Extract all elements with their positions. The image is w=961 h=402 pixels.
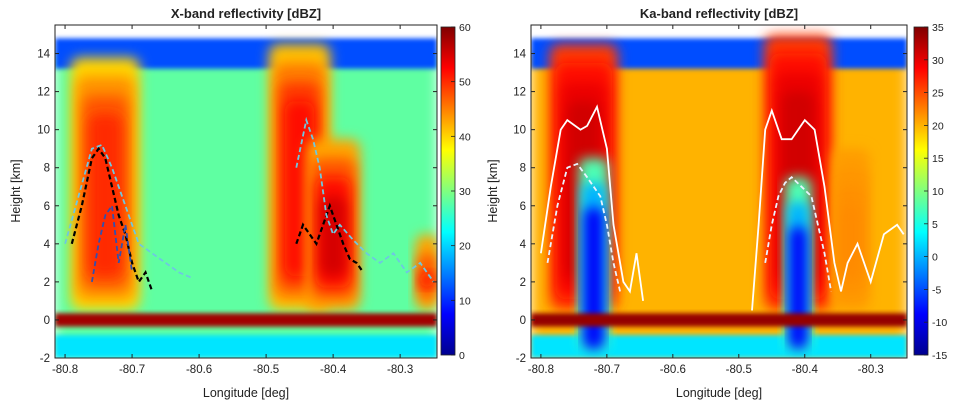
x-tick-label: -80.4 [792, 364, 819, 376]
x-band-xlabel: Longitude [deg] [203, 386, 289, 400]
colorbar-tick-label: 0 [932, 252, 938, 264]
colorbar-tick-label: 10 [932, 186, 944, 198]
x-band-colorbar-ticks: 0 10 20 30 40 50 60 [451, 22, 471, 362]
y-tick-label: 10 [513, 125, 526, 137]
echo-surface [531, 335, 907, 358]
colorbar-tick-label: 20 [932, 120, 944, 132]
cell-3-level-2 [419, 272, 435, 288]
y-tick-label: 4 [520, 239, 527, 251]
colorbar-tick-label: 15 [932, 153, 944, 165]
x-tick-label: -80.3 [387, 364, 413, 376]
attenuated-1-level-2 [789, 226, 807, 349]
contour-white-outer-2 [751, 107, 905, 311]
y-tick-label: 10 [37, 125, 50, 137]
y-tick-label: 12 [37, 87, 50, 99]
contour-cyan-2 [295, 116, 435, 283]
colorbar-tick-label: 30 [459, 186, 471, 198]
x-tick-label: -80.5 [253, 364, 279, 376]
contour-black [70, 146, 154, 292]
x-band-panel: X-band reflectivity [dBZ] -80.8 -80.7 -80.… [9, 6, 471, 400]
x-band-heatmap [55, 25, 437, 358]
attenuated-0-level-2 [584, 207, 604, 349]
x-tick-label: -80.8 [52, 364, 78, 376]
x-band-title: X-band reflectivity [dBZ] [171, 6, 321, 21]
cell-2-level-3 [320, 196, 347, 277]
contour-blue [91, 203, 133, 283]
x-tick-label: -80.6 [186, 364, 212, 376]
contour-black-2 [295, 202, 365, 274]
cell-0-level-3 [88, 114, 122, 277]
contour-white-inner [546, 162, 621, 292]
x-tick-label: -80.5 [726, 364, 752, 376]
cell-2-level-3 [841, 205, 860, 277]
colorbar-tick-label: 5 [932, 219, 938, 231]
x-tick-label: -80.7 [119, 364, 145, 376]
ka-band-title: Ka-band reflectivity [dBZ] [640, 6, 798, 21]
y-tick-label: 2 [520, 277, 526, 289]
ka-band-xlabel: Longitude [deg] [676, 386, 762, 400]
y-tick-label: 8 [44, 163, 50, 175]
colorbar-tick-label: -15 [932, 350, 947, 362]
y-tick-label: 0 [520, 315, 526, 327]
contour-white-outer [540, 104, 644, 302]
x-tick-label: -80.3 [858, 364, 884, 376]
y-tick-label: 12 [513, 87, 526, 99]
x-tick-label: -80.6 [660, 364, 686, 376]
colorbar-tick-label: 50 [459, 77, 471, 89]
ka-band-colorbar-ticks: -15 -10 -5 0 5 10 15 20 25 30 35 [924, 22, 947, 362]
y-tick-label: 14 [37, 49, 50, 61]
x-band-axes [54, 24, 438, 359]
colorbar-tick-label: 0 [459, 350, 465, 362]
echo-surface [55, 335, 437, 358]
colorbar-tick-label: -5 [932, 284, 941, 296]
x-band-ylabel: Height [km] [9, 159, 23, 222]
y-tick-label: -2 [40, 353, 50, 365]
y-tick-label: 6 [520, 201, 526, 213]
colorbar-tick-label: 40 [459, 131, 471, 143]
x-band-ticks: -80.8 -80.7 -80.6 -80.5 -80.4 -80.3 -2 0 2 4 6 8 10 1… [37, 25, 437, 376]
colorbar-tick-label: -10 [932, 317, 947, 329]
ka-band-axes [530, 24, 908, 359]
colorbar-tick-label: 25 [932, 88, 944, 100]
colorbar-tick-label: 20 [459, 241, 471, 253]
y-tick-label: -2 [516, 353, 526, 365]
x-tick-label: -80.4 [320, 364, 347, 376]
y-tick-label: 0 [44, 315, 50, 327]
y-tick-label: 8 [520, 163, 526, 175]
bright-band [55, 313, 437, 327]
y-tick-label: 14 [513, 49, 526, 61]
colorbar-tick-label: 10 [459, 295, 471, 307]
ka-band-ylabel: Height [km] [486, 159, 500, 222]
bright-band [531, 313, 907, 327]
y-tick-label: 6 [44, 201, 50, 213]
ka-band-ticks: -80.8 -80.7 -80.6 -80.5 -80.4 -80.3 -2 0 2 4 6 8 10 1… [513, 25, 907, 376]
x-tick-label: -80.7 [594, 364, 620, 376]
ka-band-heatmap [531, 25, 907, 358]
contour-cyan [64, 143, 193, 279]
colorbar-tick-label: 60 [459, 22, 471, 34]
contour-white-inner-2 [764, 175, 832, 292]
colorbar-tick-label: 30 [932, 55, 944, 67]
y-tick-label: 4 [44, 239, 51, 251]
x-tick-label: -80.8 [528, 364, 554, 376]
ka-band-panel: Ka-band reflectivity [dBZ] -80.8 -80.7 -80… [486, 6, 947, 400]
colorbar-tick-label: 35 [932, 22, 944, 34]
y-tick-label: 2 [44, 277, 50, 289]
